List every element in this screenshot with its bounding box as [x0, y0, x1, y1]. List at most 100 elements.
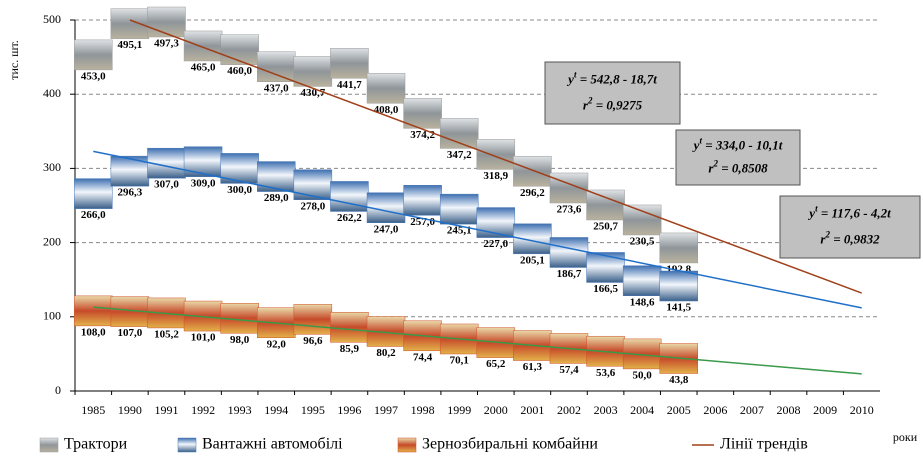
eq-lhs: y: [566, 72, 574, 87]
value-label: 460,0: [227, 65, 252, 77]
equation: yt = 117,6 - 4,2t: [807, 204, 891, 221]
value-label: 374,2: [410, 129, 435, 141]
legend-swatch: [39, 437, 59, 453]
pictogram-marker: [622, 204, 662, 236]
pictogram-marker: [110, 155, 150, 187]
value-label: 307,0: [154, 179, 179, 191]
eq-rhs: = 334,0 - 10,1t: [702, 137, 783, 152]
value-label: 296,3: [118, 187, 143, 199]
value-label: 205,1: [520, 254, 545, 266]
x-tick-label: 1994: [264, 403, 288, 417]
pictogram-marker: [330, 48, 369, 79]
x-axis-title: роки: [893, 430, 918, 444]
value-label: 408,0: [374, 104, 399, 116]
x-tick-label: 2003: [594, 403, 618, 417]
r-lhs: r: [583, 98, 589, 113]
value-label: 257,0: [410, 216, 435, 228]
value-label: 278,0: [300, 200, 325, 212]
value-label: 289,0: [264, 192, 289, 204]
pictogram-marker: [257, 51, 296, 82]
pictogram-marker: [659, 270, 698, 302]
x-tick-label: 2005: [667, 403, 691, 417]
value-label: 300,0: [227, 184, 252, 196]
value-label: 80,2: [376, 347, 396, 359]
x-tick-label: 1998: [411, 403, 435, 417]
pictogram-marker: [403, 185, 442, 216]
equation: yt = 334,0 - 10,1t: [692, 136, 783, 153]
y-tick-label: 300: [43, 160, 61, 174]
value-label: 98,0: [230, 334, 250, 346]
pictogram-marker: [513, 155, 552, 187]
x-tick-label: 1992: [191, 403, 215, 417]
value-label: 65,2: [486, 358, 506, 370]
value-label: 166,5: [593, 283, 618, 295]
x-tick-label: 1999: [447, 403, 471, 417]
value-label: 105,2: [154, 328, 179, 340]
pictogram-marker: [147, 6, 186, 38]
pictogram-marker: [293, 169, 333, 200]
equation-box: [779, 195, 921, 259]
pictogram-marker: [549, 333, 589, 364]
value-label: 495,1: [118, 39, 143, 51]
pictogram-marker: [586, 189, 625, 221]
value-label: 50,0: [633, 369, 653, 381]
value-label: 453,0: [81, 70, 106, 82]
eq-lhs: y: [692, 137, 700, 152]
value-label: 186,7: [557, 268, 582, 280]
eq-rhs: = 542,8 - 18,7t: [576, 72, 657, 87]
pictogram-marker: [110, 8, 150, 39]
eq-lhs: y: [807, 206, 815, 221]
equation-box: [675, 129, 801, 186]
pictogram-marker: [183, 146, 223, 177]
legend-label: Зернозбиральні комбайни: [422, 436, 598, 453]
value-label: 296,2: [520, 187, 545, 199]
value-label: 273,6: [557, 204, 582, 216]
x-tick-label: 1991: [154, 403, 178, 417]
legend-label: Вантажні автомобілі: [202, 436, 343, 453]
r-squared: r2 = 0,9832: [820, 230, 880, 247]
pictogram-marker: [659, 232, 698, 264]
eq-rhs: = 117,6 - 4,2t: [818, 206, 892, 221]
x-tick-label: 2008: [777, 403, 801, 417]
pictogram-marker: [476, 139, 516, 170]
trend-line: [129, 19, 862, 294]
x-tick-label: 2000: [484, 403, 508, 417]
x-tick-label: 2004: [630, 403, 654, 417]
value-label: 101,0: [191, 332, 216, 344]
equation: yt = 542,8 - 18,7t: [566, 70, 657, 87]
x-tick-label: 2007: [740, 403, 764, 417]
legend-label: Лінії трендів: [720, 436, 808, 453]
y-tick-label: 0: [55, 383, 61, 397]
y-axis-title: тис. шт.: [7, 40, 21, 80]
value-label: 230,5: [630, 236, 655, 248]
value-label: 441,7: [337, 79, 362, 91]
r-sup: 2: [824, 230, 830, 240]
trend-line: [93, 306, 862, 375]
x-tick-label: 2009: [813, 403, 837, 417]
legend-label: Трактори: [64, 436, 128, 453]
x-tick-label: 2001: [520, 403, 544, 417]
pictogram-marker: [586, 252, 625, 283]
value-label: 497,3: [154, 38, 179, 50]
x-tick-label: 1997: [374, 403, 398, 417]
pictogram-marker: [366, 73, 406, 104]
value-label: 53,6: [596, 367, 616, 379]
x-tick-label: 1985: [81, 403, 105, 417]
pictogram-marker: [74, 295, 113, 327]
pictogram-marker: [403, 98, 442, 129]
pictogram-marker: [549, 172, 589, 204]
r-lhs: r: [820, 232, 826, 247]
pictogram-marker: [257, 161, 296, 192]
x-tick-label: 1993: [228, 403, 252, 417]
value-label: 437,0: [264, 82, 289, 94]
pictogram-marker: [74, 178, 113, 209]
value-label: 74,4: [413, 351, 433, 363]
r-lhs: r: [708, 161, 714, 176]
value-label: 108,0: [81, 326, 106, 338]
pictogram-marker: [74, 39, 113, 71]
value-label: 318,9: [483, 170, 508, 182]
value-label: 61,3: [523, 361, 543, 373]
value-label: 85,9: [340, 343, 360, 355]
value-label: 96,6: [303, 335, 323, 347]
